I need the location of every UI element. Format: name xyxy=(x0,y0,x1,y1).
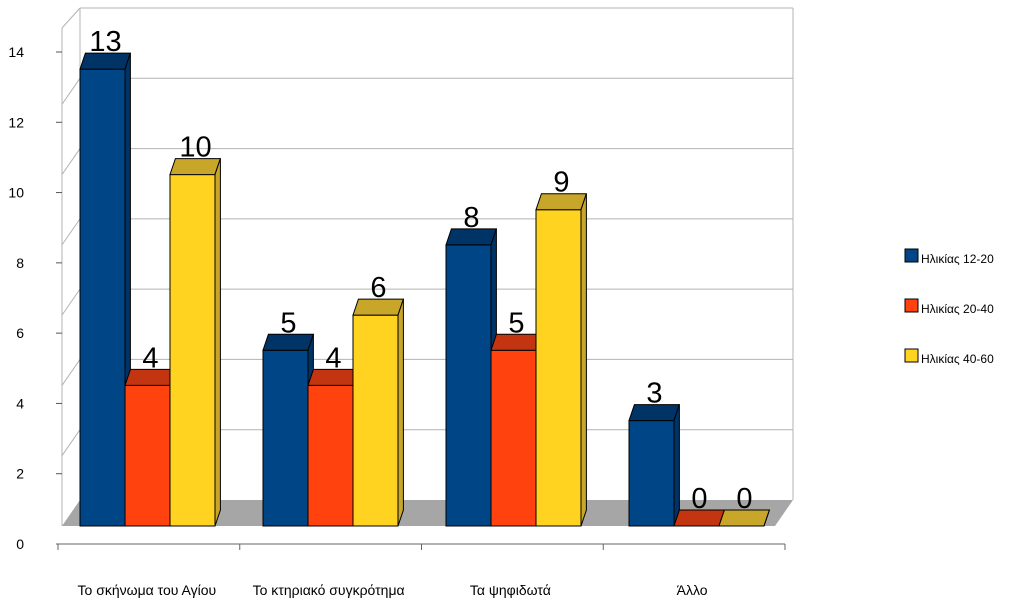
bar-front xyxy=(352,314,399,527)
bar xyxy=(718,509,771,527)
grid-line xyxy=(61,148,81,175)
bar xyxy=(307,368,360,527)
axes: 0 2 4 6 8 10 12 14 Το σκήνωμα του Αγίου Το κτηρια… xyxy=(8,44,786,598)
bar xyxy=(79,52,132,527)
legend-item: Ηλικίας 40-60 xyxy=(904,348,994,366)
bar-side xyxy=(763,509,770,527)
legend-swatch xyxy=(904,248,919,263)
bar-front xyxy=(124,384,171,527)
grid-line xyxy=(61,78,81,105)
bars xyxy=(79,52,771,527)
bar-front xyxy=(490,349,537,527)
grid-line xyxy=(61,218,81,246)
bar xyxy=(169,158,222,527)
bar-front xyxy=(262,349,309,527)
y-tick-label: 8 xyxy=(16,255,24,271)
legend: Ηλικίας 12-20 Ηλικίας 20-40 Ηλικίας 40-60 xyxy=(904,248,994,366)
bar xyxy=(124,368,177,527)
legend-swatch xyxy=(904,348,919,363)
bar xyxy=(352,298,405,527)
bar xyxy=(490,333,543,527)
y-tick-label: 4 xyxy=(16,395,24,411)
bar-side xyxy=(214,158,221,527)
chart-floor xyxy=(62,500,793,526)
bar-side xyxy=(580,193,587,527)
data-label: 5 xyxy=(280,307,296,339)
grid-line xyxy=(61,429,81,456)
data-label: 0 xyxy=(736,483,752,515)
y-tick-label: 6 xyxy=(16,325,24,341)
data-label: 13 xyxy=(89,26,121,58)
bar xyxy=(445,228,498,527)
bar-side xyxy=(673,404,680,527)
x-tick-label: Το σκήνωμα του Αγίου xyxy=(78,582,217,598)
grid-line xyxy=(61,7,81,29)
y-tick-label: 2 xyxy=(16,466,24,482)
bar-front xyxy=(169,174,216,527)
data-label: 8 xyxy=(463,202,479,234)
y-tick-label: 10 xyxy=(8,185,24,201)
grid-line xyxy=(61,359,81,386)
legend-item: Ηλικίας 20-40 xyxy=(904,298,994,316)
data-label: 4 xyxy=(142,342,158,374)
bar-front xyxy=(307,384,354,527)
floor-plane xyxy=(62,500,793,526)
legend-label: Ηλικίας 12-20 xyxy=(921,252,994,266)
data-label: 3 xyxy=(646,378,662,410)
legend-label: Ηλικίας 20-40 xyxy=(921,302,994,316)
bar xyxy=(262,333,315,527)
legend-label: Ηλικίας 40-60 xyxy=(921,352,994,366)
data-label: 6 xyxy=(370,272,386,304)
legend-swatch xyxy=(904,298,919,313)
y-tick-label: 0 xyxy=(16,536,24,552)
y-tick-label: 14 xyxy=(8,44,24,60)
bar-front xyxy=(628,420,675,527)
data-label: 9 xyxy=(553,167,569,199)
data-label: 0 xyxy=(691,483,707,515)
bar-side xyxy=(397,298,404,527)
grid-line xyxy=(61,288,81,316)
data-label: 4 xyxy=(325,342,341,374)
bar xyxy=(535,193,588,527)
x-tick-label: Το κτηριακό συγκρότημα xyxy=(253,582,405,598)
x-tick-label: Τα ψηφιδωτά xyxy=(470,582,551,598)
y-tick-label: 12 xyxy=(8,114,24,130)
data-label: 10 xyxy=(179,132,211,164)
bar-front xyxy=(79,68,126,527)
x-tick-label: Άλλο xyxy=(677,582,708,598)
bar xyxy=(628,404,681,527)
bar-front xyxy=(535,209,582,527)
bar-front xyxy=(445,244,492,527)
legend-item: Ηλικίας 12-20 xyxy=(904,248,994,266)
data-label: 5 xyxy=(508,307,524,339)
